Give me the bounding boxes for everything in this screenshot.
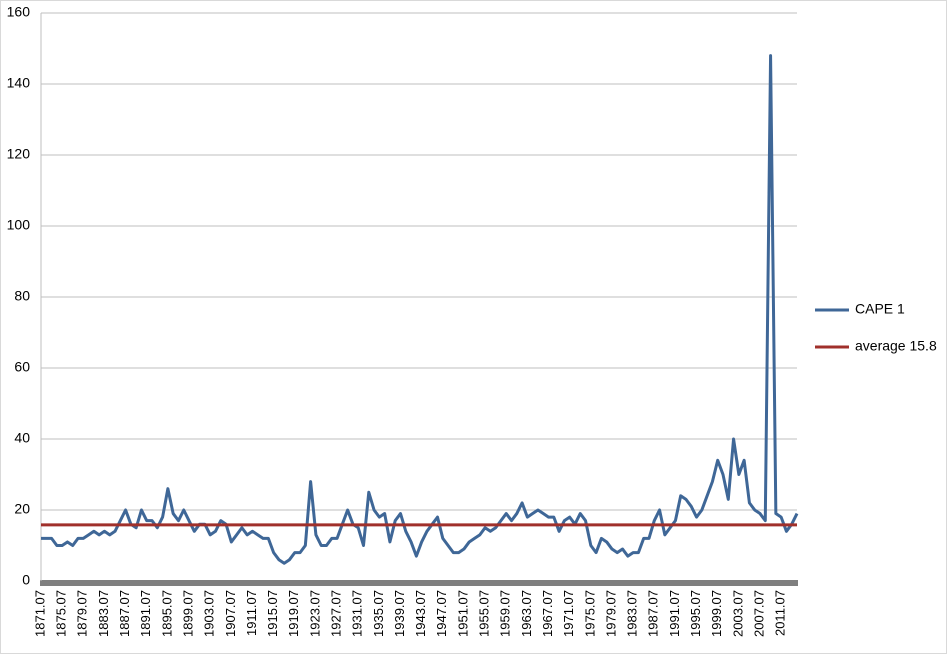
x-tick-label: 1959.07 bbox=[498, 590, 513, 637]
x-tick-label: 1871.07 bbox=[32, 590, 47, 637]
x-tick-label: 1915.07 bbox=[265, 590, 280, 637]
x-tick-label: 1883.07 bbox=[96, 590, 111, 637]
x-tick-label: 1999.07 bbox=[709, 590, 724, 637]
x-tick-label: 1987.07 bbox=[646, 590, 661, 637]
x-tick-label: 1919.07 bbox=[286, 590, 301, 637]
x-tick-label: 1879.07 bbox=[75, 590, 90, 637]
x-tick-label: 1975.07 bbox=[582, 590, 597, 637]
legend-label: average 15.8 bbox=[855, 338, 937, 354]
y-tick-label: 120 bbox=[7, 146, 31, 162]
x-tick-label: 1887.07 bbox=[117, 590, 132, 637]
x-tick-label: 2011.07 bbox=[773, 590, 788, 636]
x-tick-label: 1939.07 bbox=[392, 590, 407, 637]
legend-label: CAPE 1 bbox=[855, 301, 905, 317]
y-tick-label: 80 bbox=[14, 288, 30, 304]
y-tick-label: 20 bbox=[14, 501, 30, 517]
x-tick-label: 1899.07 bbox=[180, 590, 195, 637]
x-tick-label: 1963.07 bbox=[519, 590, 534, 637]
y-tick-label: 100 bbox=[7, 217, 31, 233]
x-tick-label: 1991.07 bbox=[667, 590, 682, 637]
y-tick-label: 60 bbox=[14, 359, 30, 375]
x-tick-label: 1979.07 bbox=[603, 590, 618, 637]
y-tick-label: 0 bbox=[22, 572, 30, 588]
x-tick-label: 1935.07 bbox=[371, 590, 386, 637]
x-tick-label: 2003.07 bbox=[730, 590, 745, 637]
y-tick-label: 160 bbox=[7, 4, 31, 20]
x-tick-label: 1951.07 bbox=[455, 590, 470, 637]
x-axis bbox=[40, 580, 798, 586]
x-tick-label: 1947.07 bbox=[434, 590, 449, 637]
y-tick-label: 40 bbox=[14, 430, 30, 446]
x-tick-label: 2007.07 bbox=[751, 590, 766, 637]
line-series bbox=[41, 54, 799, 565]
x-tick-label: 1955.07 bbox=[477, 590, 492, 637]
x-tick-label: 1911.07 bbox=[244, 590, 259, 636]
x-tick-label: 1967.07 bbox=[540, 590, 555, 637]
y-tick-label: 140 bbox=[7, 75, 31, 91]
x-tick-label: 1983.07 bbox=[625, 590, 640, 637]
x-tick-label: 1907.07 bbox=[223, 590, 238, 637]
x-tick-label: 1923.07 bbox=[307, 590, 322, 637]
x-tick-label: 1943.07 bbox=[413, 590, 428, 637]
x-tick-label: 1895.07 bbox=[159, 590, 174, 637]
x-tick-label: 1927.07 bbox=[328, 590, 343, 637]
x-tick-label: 1891.07 bbox=[138, 590, 153, 637]
x-tick-label: 1995.07 bbox=[688, 590, 703, 637]
x-tick-label: 1931.07 bbox=[350, 590, 365, 637]
x-tick-label: 1903.07 bbox=[202, 590, 217, 637]
x-tick-label: 1875.07 bbox=[54, 590, 69, 637]
x-tick-label: 1971.07 bbox=[561, 590, 576, 637]
